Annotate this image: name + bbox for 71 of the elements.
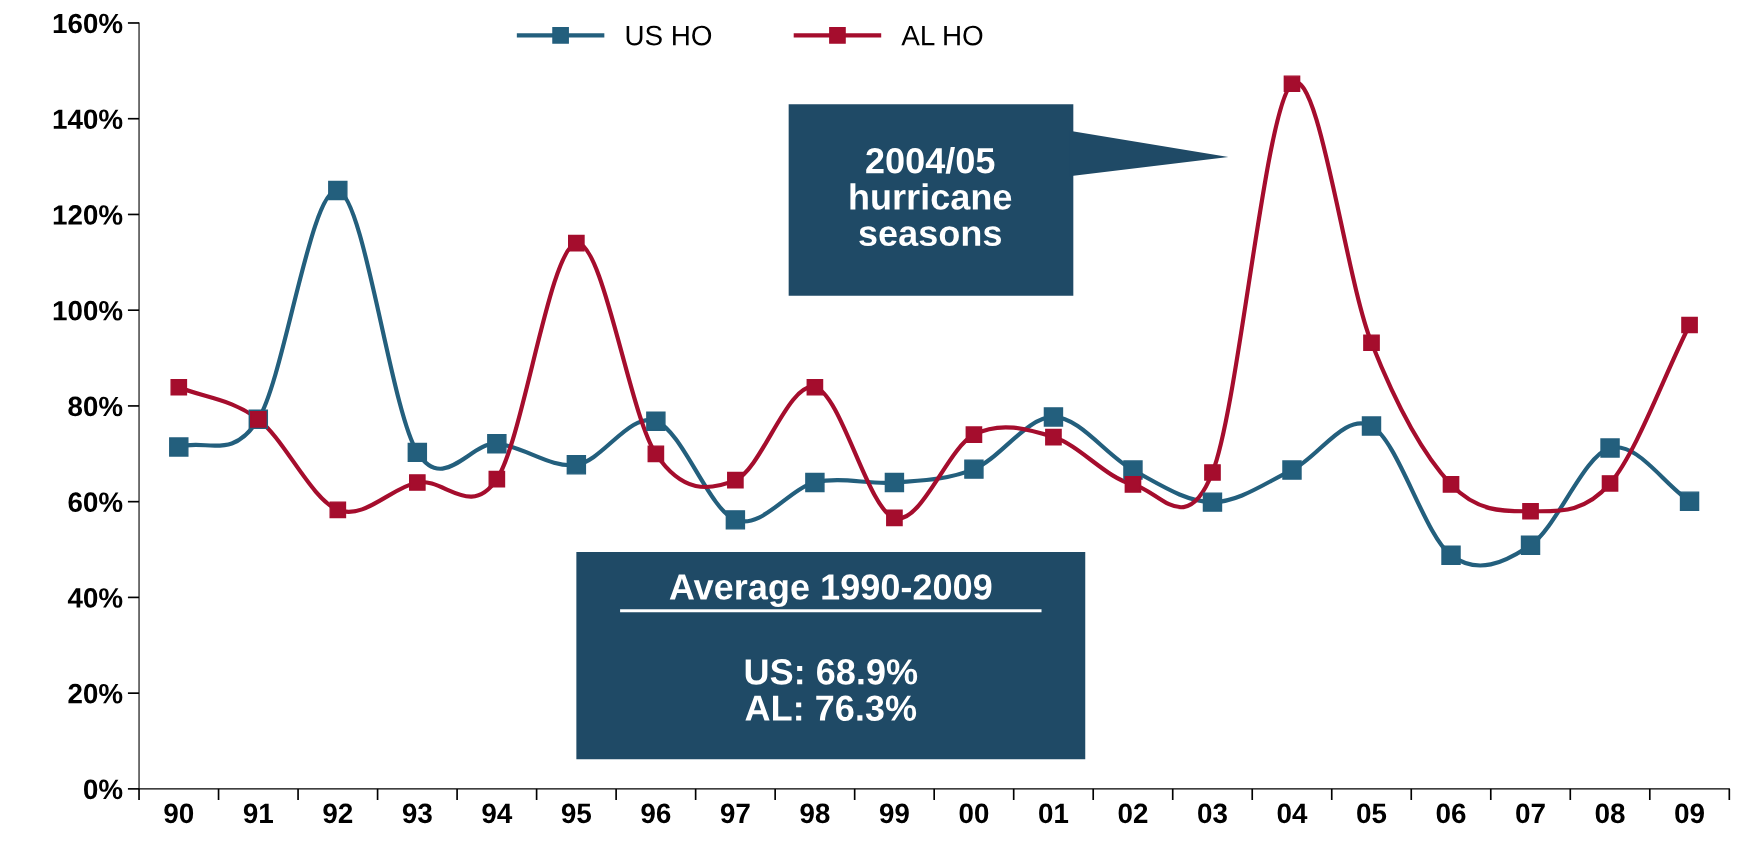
y-tick-label: 140% xyxy=(53,109,123,130)
x-tick-label: 94 xyxy=(482,803,513,824)
x-tick-label: 07 xyxy=(1516,803,1545,824)
annotation: 2004/05 hurricane seasons xyxy=(850,146,1012,247)
x-tick-label: 04 xyxy=(1277,803,1308,824)
legend-label: AL HO xyxy=(901,25,983,46)
y-tick-label: 20% xyxy=(68,683,123,704)
x-tick-label: 91 xyxy=(243,803,273,824)
y-tick-label: 60% xyxy=(68,492,123,512)
x-tick-label: 96 xyxy=(641,803,671,824)
point xyxy=(646,411,666,431)
point xyxy=(1600,438,1620,458)
point xyxy=(1520,535,1541,555)
x-tick-label: 95 xyxy=(561,803,592,824)
y-tick-label: 100% xyxy=(53,300,123,321)
x-tick-label: 01 xyxy=(1039,803,1069,824)
x-tick-label: 99 xyxy=(879,803,909,824)
x-tick-label: 92 xyxy=(323,803,353,824)
point xyxy=(965,426,983,443)
y-tick-label: 80% xyxy=(68,396,123,417)
point xyxy=(647,445,665,463)
point xyxy=(1124,476,1142,493)
x-tick-label: 08 xyxy=(1595,803,1625,824)
point xyxy=(1363,334,1380,352)
point xyxy=(328,180,348,201)
point xyxy=(1601,475,1619,492)
point xyxy=(407,442,428,463)
point xyxy=(1045,428,1062,446)
point xyxy=(1361,416,1382,436)
point xyxy=(806,378,824,396)
y-tick-label: 0% xyxy=(84,779,123,800)
point xyxy=(1282,460,1302,480)
legend-label: US HO xyxy=(626,25,712,46)
point xyxy=(884,472,905,493)
point xyxy=(1442,476,1460,493)
point xyxy=(1679,491,1700,511)
point xyxy=(964,459,984,479)
x-tick-label: 97 xyxy=(720,803,750,824)
point xyxy=(487,434,507,454)
x-tick-label: 00 xyxy=(959,803,989,824)
x-tick-label: 09 xyxy=(1675,803,1704,824)
point xyxy=(409,474,426,491)
point xyxy=(169,437,189,457)
x-tick-label: 05 xyxy=(1357,803,1387,824)
point xyxy=(1441,545,1461,566)
y-tick-label: 120% xyxy=(53,205,123,225)
point xyxy=(1283,75,1301,93)
annotation: Average 1990-2009 xyxy=(669,574,992,608)
x-tick-label: 98 xyxy=(800,803,830,824)
x-tick-label: 93 xyxy=(402,803,432,824)
point xyxy=(1204,464,1221,481)
x-tick-label: 06 xyxy=(1436,803,1466,824)
y-tick-label: 160% xyxy=(53,13,123,34)
point xyxy=(805,472,825,493)
y-tick-label: 40% xyxy=(67,588,123,608)
x-tick-label: 02 xyxy=(1118,803,1148,824)
annotation: US: 68.9% AL: 76.3% xyxy=(745,659,918,722)
point xyxy=(727,471,744,489)
point xyxy=(170,378,188,396)
x-tick-label: 90 xyxy=(164,803,194,824)
point xyxy=(886,509,903,527)
point xyxy=(1681,316,1698,334)
point xyxy=(725,510,746,530)
point xyxy=(568,234,585,252)
point xyxy=(488,470,506,488)
point xyxy=(1202,492,1223,512)
point xyxy=(1043,407,1064,427)
point xyxy=(329,501,347,519)
point xyxy=(566,455,587,475)
point xyxy=(1522,502,1539,520)
x-tick-label: 03 xyxy=(1198,803,1227,824)
